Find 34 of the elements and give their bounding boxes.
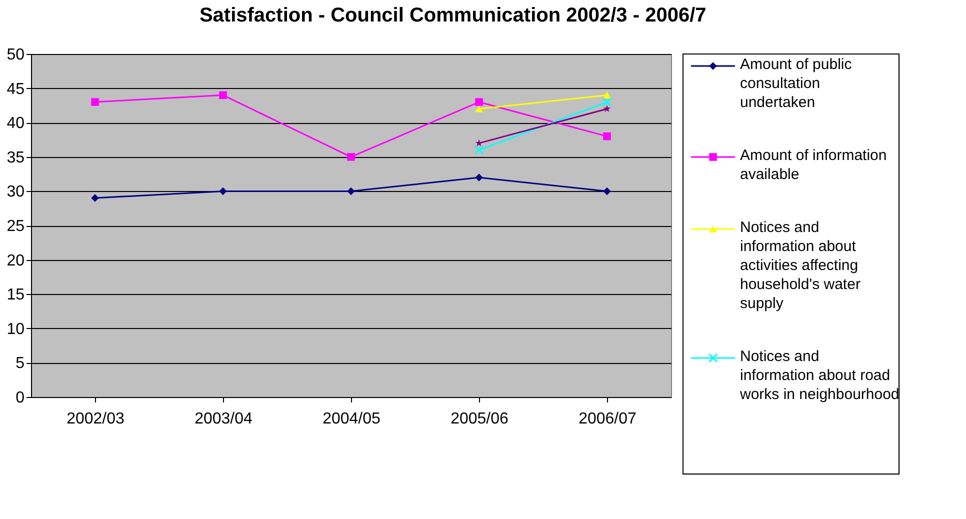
point (475, 174, 483, 182)
point (219, 91, 227, 100)
x-tick-label: 2004/05 (322, 410, 381, 428)
point (603, 132, 611, 140)
y-tick-label: 40 (6, 115, 25, 132)
y-tick-label: 0 (16, 390, 25, 406)
y-tick-label: 30 (6, 184, 25, 201)
x-tick-label: 2005/06 (450, 410, 509, 428)
y-tick-label: 20 (6, 252, 25, 270)
y-tick-label: 35 (6, 149, 25, 166)
point (347, 153, 355, 161)
y-tick-label: 50 (6, 46, 25, 64)
y-tick-label: 25 (6, 218, 25, 235)
chart-title: Satisfaction - Council Communication 2002/3 - 2006/7 (199, 4, 706, 26)
point (91, 98, 99, 106)
legend-label: Amount of information available (740, 147, 887, 183)
legend-label: Amount of public consultation undertaken (740, 56, 852, 111)
point (603, 105, 611, 112)
x-tick-label: 2003/04 (194, 410, 253, 428)
point (603, 187, 611, 196)
legend-label: Notices and information about road works in neighbourhood (739, 348, 900, 403)
point (91, 194, 99, 202)
y-tick-label: 5 (16, 355, 25, 372)
point (474, 145, 484, 155)
x-tick-label: 2002/03 (66, 410, 125, 428)
legend-label: Notices and information about activities affecting household's water supply (740, 219, 860, 312)
point (602, 97, 612, 107)
x-tick-label: 2006/07 (578, 410, 637, 428)
y-tick-label: 10 (6, 320, 25, 338)
point (475, 98, 483, 106)
y-tick-label: 45 (6, 80, 25, 98)
y-tick-label: 15 (6, 286, 25, 304)
point (219, 187, 227, 196)
point (347, 187, 355, 196)
